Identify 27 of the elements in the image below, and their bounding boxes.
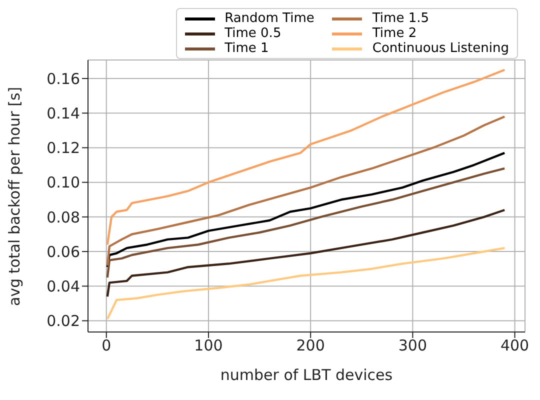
y-tick-label: 0.12: [46, 139, 80, 158]
line-series: [106, 246, 506, 320]
legend-label: Time 1.5: [372, 11, 429, 26]
line-series: [106, 68, 506, 246]
line-series: [106, 167, 506, 279]
legend-label: Time 2: [372, 26, 417, 41]
x-tick-label: 200: [296, 336, 325, 355]
x-tick-label: 300: [398, 336, 428, 355]
y-tick-label: 0.06: [46, 242, 80, 261]
legend-label: Continuous Listening: [372, 41, 509, 56]
legend-label: Time 1: [224, 41, 269, 56]
y-tick-label: 0.08: [46, 208, 80, 226]
y-tick-label: 0.10: [46, 174, 80, 192]
x-axis-title: number of LBT devices: [220, 366, 393, 384]
x-tick-label: 0: [102, 336, 112, 355]
line-series: [106, 208, 506, 298]
line-series: [106, 152, 506, 268]
x-tick-label: 400: [500, 336, 530, 355]
y-tick-label: 0.02: [46, 312, 80, 330]
y-tick-label: 0.16: [46, 70, 80, 88]
y-tick-label: 0.04: [46, 277, 80, 296]
legend-label: Time 0.5: [224, 26, 282, 41]
x-tick-label: 100: [194, 336, 223, 355]
y-tick-label: 0.14: [46, 104, 80, 122]
legend-label: Random Time: [224, 11, 314, 26]
y-axis-title: avg total backoff per hour [s]: [5, 86, 24, 306]
line-series: [106, 115, 506, 266]
